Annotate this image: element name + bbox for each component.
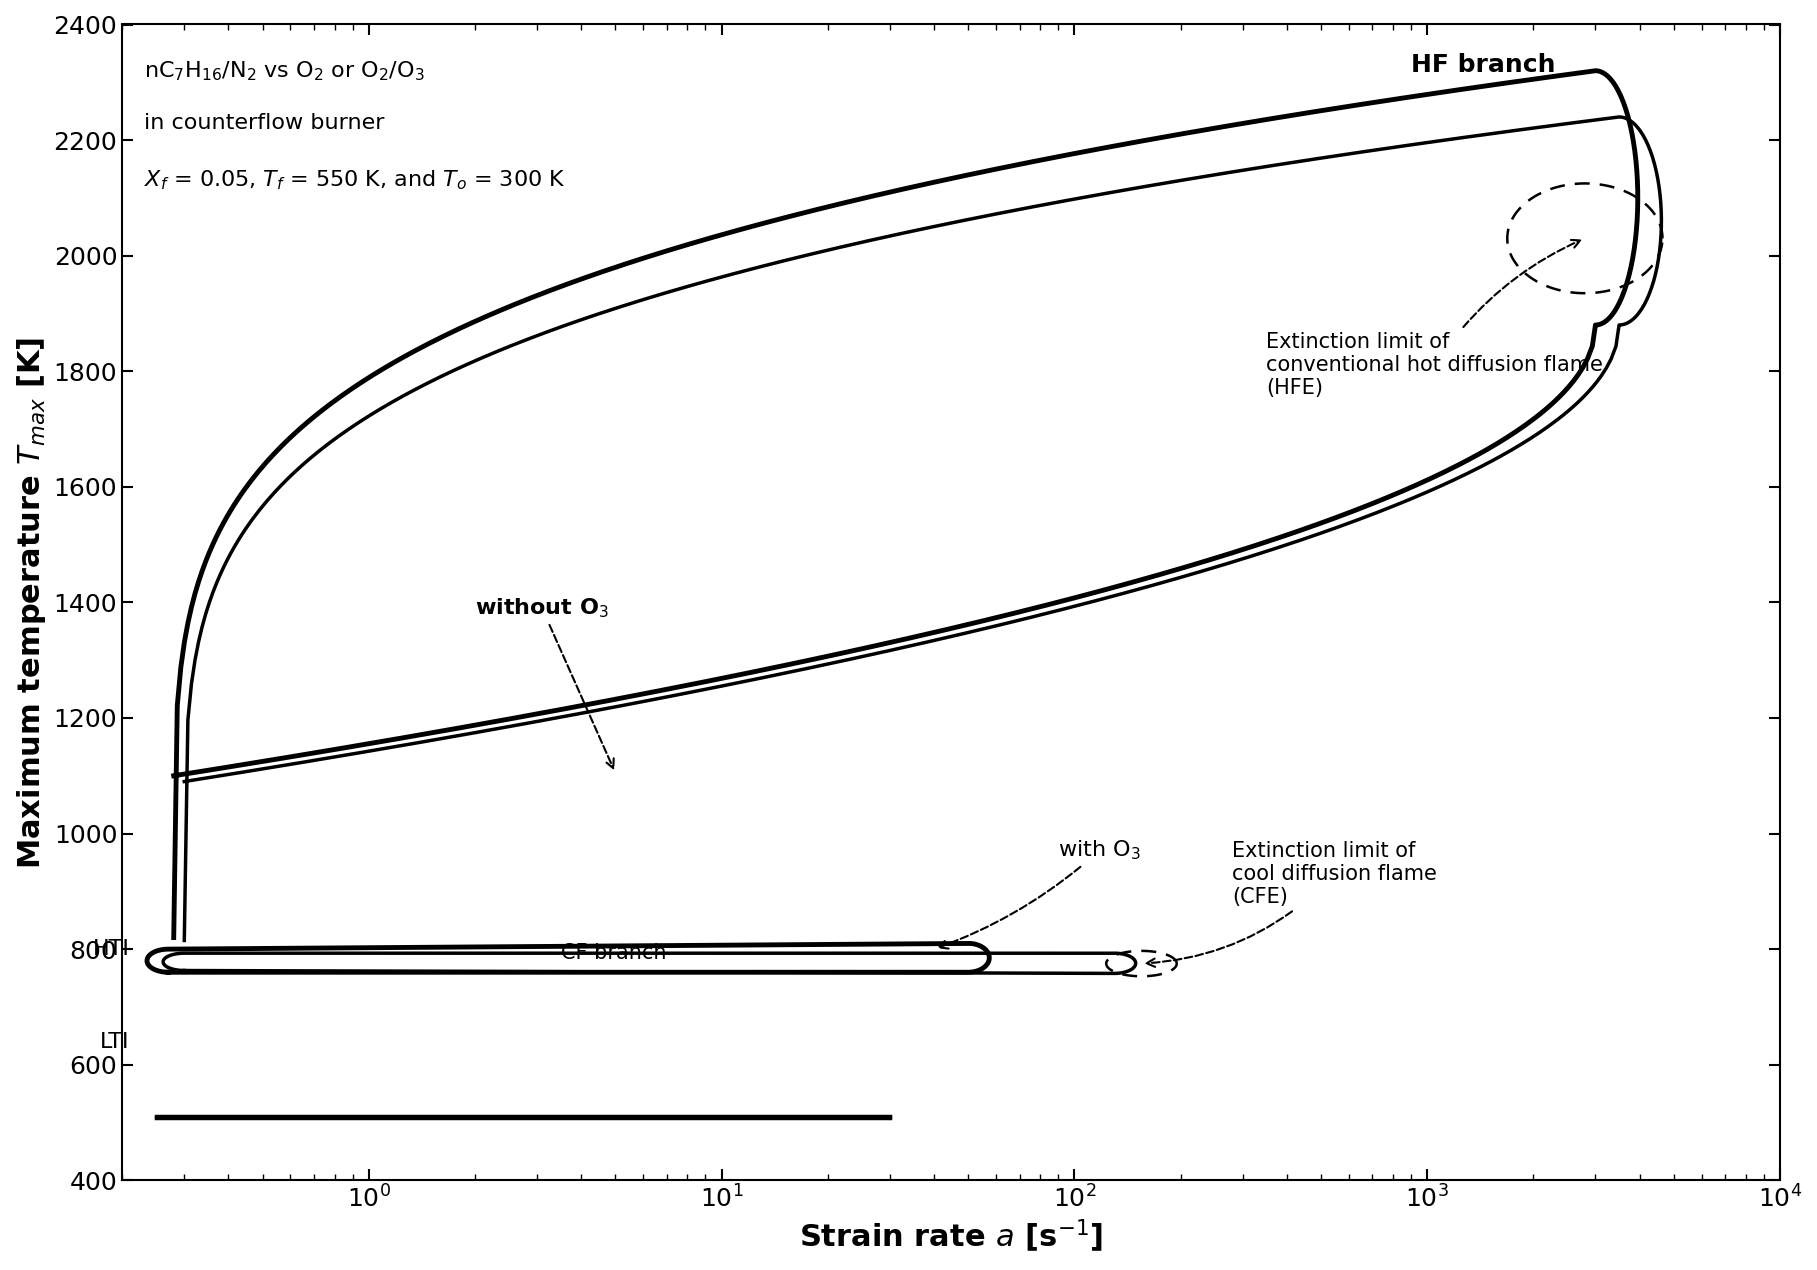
Y-axis label: Maximum temperature $T_{max}$ [K]: Maximum temperature $T_{max}$ [K]	[15, 337, 47, 869]
X-axis label: Strain rate $a$ [s$^{-1}$]: Strain rate $a$ [s$^{-1}$]	[799, 1218, 1103, 1255]
Text: in counterflow burner: in counterflow burner	[144, 113, 383, 133]
Text: CF branch: CF branch	[561, 944, 667, 963]
Text: Extinction limit of
cool diffusion flame
(CFE): Extinction limit of cool diffusion flame…	[1147, 841, 1437, 966]
Text: HTI: HTI	[93, 939, 129, 959]
Text: without O$_3$: without O$_3$	[474, 596, 614, 768]
Text: $X_f$ = 0.05, $T_f$ = 550 K, and $T_o$ = 300 K: $X_f$ = 0.05, $T_f$ = 550 K, and $T_o$ =…	[144, 169, 565, 192]
Text: LTI: LTI	[100, 1031, 129, 1052]
Text: Extinction limit of
conventional hot diffusion flame
(HFE): Extinction limit of conventional hot dif…	[1266, 240, 1603, 399]
Text: nC$_7$H$_{16}$/N$_2$ vs O$_2$ or O$_2$/O$_3$: nC$_7$H$_{16}$/N$_2$ vs O$_2$ or O$_2$/O…	[144, 58, 423, 83]
Text: HF branch: HF branch	[1412, 53, 1555, 77]
Text: with O$_3$: with O$_3$	[939, 838, 1141, 949]
